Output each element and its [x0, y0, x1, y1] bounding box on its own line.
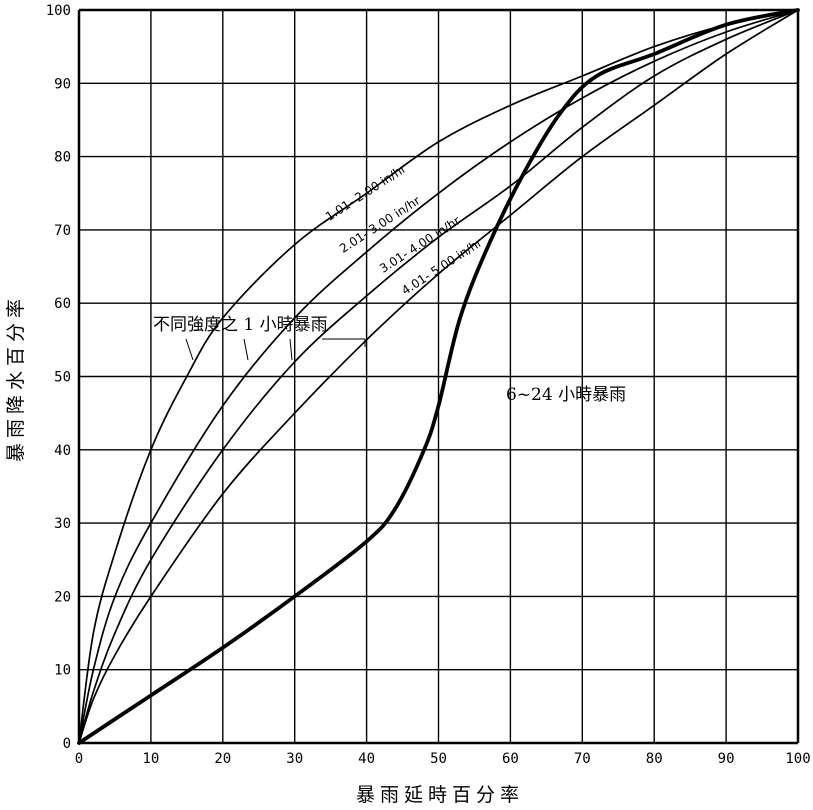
- x-tick-label: 30: [286, 751, 303, 767]
- x-tick-label: 60: [502, 751, 519, 767]
- x-tick-label: 90: [718, 751, 735, 767]
- x-tick-label: 20: [214, 751, 231, 767]
- x-tick-label: 40: [358, 751, 375, 767]
- annotation-leader-1: [185, 338, 194, 361]
- one-hour-storm-annotation: 不同強度之 1 小時暴雨: [153, 315, 328, 335]
- x-axis-title: 暴雨延時百分率: [356, 784, 524, 806]
- y-tick-label: 10: [54, 663, 71, 679]
- x-tick-label: 70: [574, 751, 591, 767]
- y-tick-label: 100: [46, 3, 71, 19]
- x-tick-label: 80: [646, 751, 663, 767]
- series-line-4-5-in-hr: [78, 9, 799, 744]
- y-tick-label: 20: [54, 589, 71, 605]
- x-tick-label: 50: [430, 751, 447, 767]
- y-axis-title: 暴雨降水百分率: [5, 294, 27, 462]
- annotation-leader-2: [243, 338, 249, 361]
- y-tick-label: 0: [63, 736, 71, 752]
- y-axis-ticks: 0 10 20 30 40 50 60 70 80 90 100: [46, 3, 71, 752]
- grid: [77, 8, 800, 745]
- series-group: [77, 8, 800, 745]
- y-tick-label: 70: [54, 223, 71, 239]
- series-line-2-3-in-hr: [78, 9, 799, 744]
- series-line-3-4-in-hr: [78, 9, 799, 744]
- x-axis-ticks: 0 10 20 30 40 50 60 70 80 90 100: [75, 751, 811, 767]
- series-line-6-24-hour-storm: [77, 8, 800, 745]
- annotation-leader-3: [289, 338, 293, 361]
- y-tick-label: 40: [54, 443, 71, 459]
- y-tick-label: 60: [54, 296, 71, 312]
- y-tick-label: 30: [54, 516, 71, 532]
- x-tick-label: 10: [142, 751, 159, 767]
- long-storm-annotation: 6~24 小時暴雨: [506, 385, 626, 405]
- y-tick-label: 80: [54, 150, 71, 166]
- x-tick-label: 0: [75, 751, 83, 767]
- x-tick-label: 100: [785, 751, 810, 767]
- y-tick-label: 90: [54, 76, 71, 92]
- series-line-1-2-in-hr: [78, 9, 799, 744]
- y-tick-label: 50: [54, 370, 71, 386]
